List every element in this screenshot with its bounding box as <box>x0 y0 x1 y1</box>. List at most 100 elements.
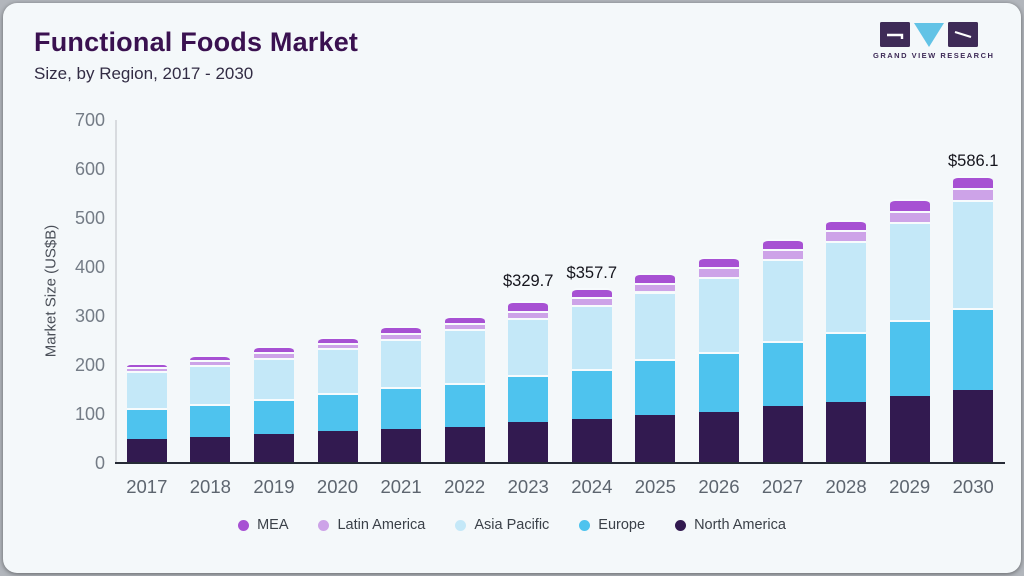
bar-segment-latin-america-2024[interactable] <box>571 296 612 305</box>
bar-segment-europe-2018[interactable] <box>190 403 231 438</box>
y-tick-label: 300 <box>74 306 105 326</box>
bar-segment-latin-america-2027[interactable] <box>762 249 803 260</box>
bar-segment-asia-pacific-2019[interactable] <box>253 357 294 400</box>
bar-segment-latin-america-2022[interactable] <box>444 322 485 329</box>
bar-segment-mea-2030[interactable] <box>953 175 994 188</box>
logo-v-triangle-icon <box>914 22 944 47</box>
bar-segment-north-america-2030[interactable] <box>953 390 994 463</box>
bar-segment-latin-america-2025[interactable] <box>635 282 676 292</box>
bar-segment-mea-2024[interactable] <box>571 287 612 297</box>
legend-dot-icon <box>675 519 687 531</box>
bar-segment-asia-pacific-2028[interactable] <box>826 240 867 332</box>
bar-segment-mea-2023[interactable] <box>508 301 549 311</box>
bar-segment-europe-2017[interactable] <box>126 407 167 439</box>
legend-label: North America <box>694 517 786 533</box>
bar-segment-mea-2020[interactable] <box>317 336 358 343</box>
bar-segment-mea-2029[interactable] <box>889 198 930 212</box>
legend-item-asia-pacific[interactable]: Asia Pacific <box>455 517 549 533</box>
bar-segment-north-america-2023[interactable] <box>508 421 549 463</box>
x-tick-label: 2025 <box>634 476 676 497</box>
bar-segment-mea-2017[interactable] <box>126 362 167 368</box>
bar-segment-latin-america-2028[interactable] <box>826 230 867 241</box>
legend-item-europe[interactable]: Europe <box>579 517 645 533</box>
x-tick-label: 2017 <box>126 476 168 497</box>
bar-segment-mea-2025[interactable] <box>635 272 676 283</box>
legend-item-latin-america[interactable]: Latin America <box>318 517 425 533</box>
bar-segment-europe-2027[interactable] <box>762 341 803 407</box>
bar-segment-asia-pacific-2022[interactable] <box>444 328 485 383</box>
bar-segment-asia-pacific-2030[interactable] <box>953 199 994 309</box>
bar-segment-north-america-2028[interactable] <box>826 401 867 463</box>
bar-segment-latin-america-2023[interactable] <box>508 310 549 319</box>
bar-segment-asia-pacific-2027[interactable] <box>762 259 803 342</box>
bar-segment-asia-pacific-2020[interactable] <box>317 348 358 394</box>
x-tick-label: 2018 <box>189 476 231 497</box>
bar-segment-mea-2027[interactable] <box>762 239 803 250</box>
y-axis-line <box>115 120 117 463</box>
x-tick-label: 2027 <box>761 476 804 497</box>
bar-segment-mea-2028[interactable] <box>826 219 867 231</box>
logo-mark <box>873 22 985 47</box>
bar-segment-asia-pacific-2021[interactable] <box>381 338 422 388</box>
bar-segment-europe-2025[interactable] <box>635 359 676 415</box>
bar-segment-latin-america-2030[interactable] <box>953 187 994 200</box>
bar-segment-latin-america-2026[interactable] <box>698 267 739 277</box>
bar-segment-europe-2023[interactable] <box>508 374 549 422</box>
legend-item-mea[interactable]: MEA <box>238 517 288 533</box>
bar-segment-europe-2021[interactable] <box>381 387 422 429</box>
stacked-bar-chart: Market Size (US$B) 0 100 200 300 400 500 600 70… <box>3 3 1021 573</box>
bar-segment-latin-america-2017[interactable] <box>126 367 167 372</box>
x-tick-label: 2028 <box>825 476 867 497</box>
bar-segment-mea-2022[interactable] <box>444 315 485 323</box>
bar-segment-north-america-2020[interactable] <box>317 431 358 463</box>
y-tick-label: 200 <box>74 355 105 375</box>
y-tick-label: 600 <box>74 159 105 179</box>
bar-segment-north-america-2019[interactable] <box>253 433 294 463</box>
grand-view-research-logo: GRAND VIEW RESEARCH <box>873 22 995 60</box>
bar-segment-north-america-2024[interactable] <box>571 418 612 463</box>
legend-item-north-america[interactable]: North America <box>675 517 786 533</box>
bar-segment-latin-america-2019[interactable] <box>253 352 294 358</box>
bar-segment-asia-pacific-2017[interactable] <box>126 371 167 408</box>
bar-segment-north-america-2018[interactable] <box>190 437 231 463</box>
logo-g-square-icon <box>880 22 910 47</box>
bar-segment-north-america-2022[interactable] <box>444 426 485 463</box>
bar-segment-europe-2022[interactable] <box>444 382 485 427</box>
bar-segment-north-america-2021[interactable] <box>381 428 422 463</box>
bar-segment-latin-america-2020[interactable] <box>317 342 358 349</box>
bar-segment-asia-pacific-2018[interactable] <box>190 364 231 404</box>
bar-value-label: $586.1 <box>947 151 999 170</box>
bar-segment-north-america-2026[interactable] <box>698 412 739 463</box>
bar-segment-north-america-2029[interactable] <box>889 395 930 463</box>
bar-segment-latin-america-2029[interactable] <box>889 211 930 223</box>
bar-segment-latin-america-2021[interactable] <box>381 332 422 339</box>
bar-segment-asia-pacific-2025[interactable] <box>635 291 676 360</box>
x-tick-label: 2021 <box>380 476 422 497</box>
bar-segment-mea-2026[interactable] <box>698 257 739 268</box>
bar-segment-north-america-2025[interactable] <box>635 414 676 463</box>
x-tick-label: 2026 <box>698 476 740 497</box>
bar-segment-north-america-2017[interactable] <box>126 438 167 463</box>
bar-segment-asia-pacific-2029[interactable] <box>889 222 930 321</box>
bar-segment-europe-2026[interactable] <box>698 351 739 413</box>
bar-segment-europe-2020[interactable] <box>317 393 358 432</box>
bar-segment-europe-2029[interactable] <box>889 320 930 396</box>
bar-segment-asia-pacific-2024[interactable] <box>571 304 612 369</box>
bar-segment-europe-2019[interactable] <box>253 399 294 434</box>
bar-segment-europe-2030[interactable] <box>953 308 994 391</box>
legend-label: Europe <box>598 517 646 533</box>
bar-segment-europe-2028[interactable] <box>826 331 867 402</box>
report-card: Functional Foods Market Size, by Region,… <box>3 3 1021 573</box>
bar-segment-mea-2019[interactable] <box>253 346 294 353</box>
bar-segment-mea-2018[interactable] <box>190 354 231 360</box>
bar-segment-latin-america-2018[interactable] <box>190 359 231 365</box>
y-tick-label: 700 <box>74 110 105 130</box>
bar-segment-europe-2024[interactable] <box>571 368 612 419</box>
x-tick-label: 2019 <box>253 476 295 497</box>
bar-segment-asia-pacific-2026[interactable] <box>698 276 739 352</box>
logo-wordmark: GRAND VIEW RESEARCH <box>873 51 995 60</box>
bar-segment-asia-pacific-2023[interactable] <box>508 318 549 375</box>
y-tick-label: 100 <box>74 404 105 424</box>
bar-segment-mea-2021[interactable] <box>381 325 422 333</box>
bar-segment-north-america-2027[interactable] <box>762 406 803 463</box>
